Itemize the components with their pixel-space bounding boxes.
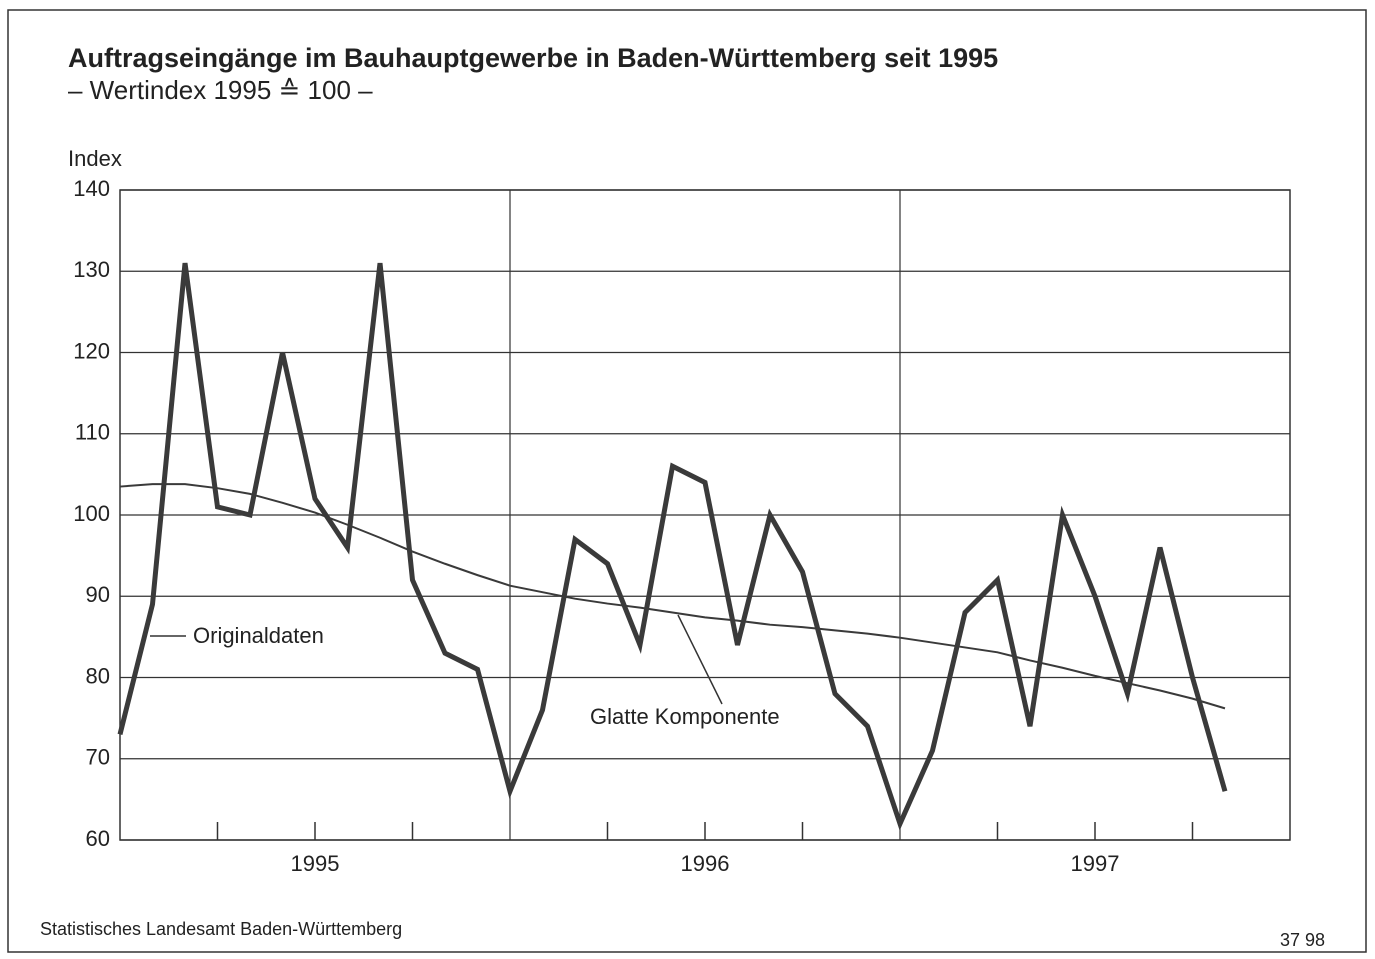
y-tick-label: 60 <box>86 826 110 851</box>
chart-title: Auftragseingänge im Bauhauptgewerbe in B… <box>68 43 998 73</box>
series-line <box>117 262 1228 831</box>
frame <box>7 9 1367 953</box>
y-tick-label: 90 <box>86 582 110 607</box>
x-tick-label: 1995 <box>291 851 340 876</box>
x-tick-label: 1997 <box>1071 851 1120 876</box>
source: Statistisches Landesamt Baden-Württember… <box>40 919 402 939</box>
y-tick-label: 110 <box>75 420 110 445</box>
y-tick-label: 120 <box>73 338 110 363</box>
y-tick-label: 100 <box>73 501 110 526</box>
y-tick-label: 140 <box>73 176 110 201</box>
leader-line <box>677 614 723 705</box>
series-annotation: Originaldaten <box>193 623 324 648</box>
code: 37 98 <box>1280 930 1325 950</box>
series-line <box>119 483 1226 710</box>
y-tick-label: 80 <box>86 663 110 688</box>
x-tick-label: 1996 <box>681 851 730 876</box>
y-axis-label: Index <box>68 146 122 171</box>
y-tick-label: 70 <box>86 745 110 770</box>
series-annotation: Glatte Komponente <box>590 704 780 729</box>
y-tick-label: 130 <box>73 257 110 282</box>
chart-subtitle: – Wertindex 1995 ≙ 100 – <box>68 75 373 105</box>
